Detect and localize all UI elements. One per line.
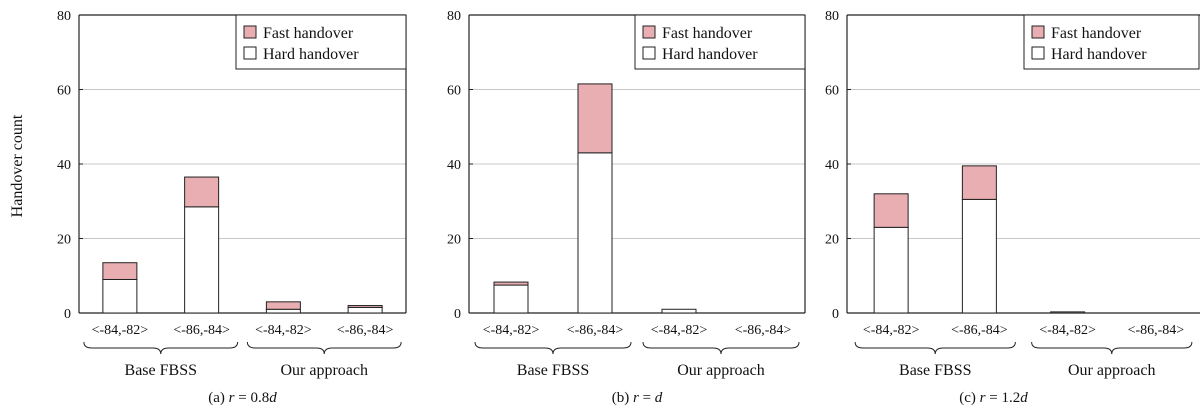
bar-hard-handover — [102, 278, 138, 314]
y-tick-label: 0 — [64, 307, 71, 322]
bar-fast-handover — [184, 176, 220, 208]
bar-hard-handover — [577, 152, 613, 314]
bar-fast-handover — [102, 262, 138, 280]
legend-entry: Hard handover — [662, 46, 758, 63]
y-tick-label: 60 — [447, 84, 461, 99]
x-tick-label: <-86,-84> — [1128, 323, 1185, 338]
group-label: Base FBSS — [517, 362, 589, 379]
y-tick-label: 0 — [832, 307, 839, 322]
x-tick-label: <-84,-82> — [255, 323, 312, 338]
bar-fast-handover — [961, 165, 997, 200]
y-tick-label: 40 — [447, 158, 461, 173]
legend-swatch-hard — [642, 46, 656, 60]
y-tick-label: 40 — [825, 158, 839, 173]
y-tick-label: 80 — [57, 9, 71, 24]
y-tick-label: 20 — [447, 233, 461, 248]
group-label: Base FBSS — [899, 362, 971, 379]
x-tick-label: <-86,-84> — [337, 323, 394, 338]
bar-fast-handover — [577, 83, 613, 154]
x-tick-label: <-86,-84> — [951, 323, 1008, 338]
y-tick-label: 60 — [57, 84, 71, 99]
legend-box — [634, 14, 806, 70]
chart-panel-1: 0 20 40 60 80 <-84,-82> <-86,-84> <-84,-82> <-86… — [57, 9, 407, 406]
y-tick-label: 60 — [825, 84, 839, 99]
legend-box — [235, 14, 407, 70]
x-tick-label: <-84,-82> — [92, 323, 149, 338]
x-tick-label: <-86,-84> — [567, 323, 624, 338]
legend-entry: Fast handover — [662, 25, 753, 42]
x-tick-label: <-84,-82> — [651, 323, 708, 338]
y-tick-label: 20 — [57, 233, 71, 248]
x-tick-label: <-84,-82> — [483, 323, 540, 338]
x-tick-label: <-84,-82> — [863, 323, 920, 338]
group-label: Our approach — [677, 362, 765, 379]
y-tick-label: 40 — [57, 158, 71, 173]
y-tick-label: 80 — [447, 9, 461, 24]
legend-swatch-fast — [1031, 25, 1045, 39]
bar-hard-handover — [347, 306, 383, 314]
x-tick-label: <-84,-82> — [1039, 323, 1096, 338]
group-brace — [1031, 341, 1193, 355]
y-tick-label: 80 — [825, 9, 839, 24]
y-tick-label: 0 — [454, 307, 461, 322]
bar-hard-handover — [873, 226, 909, 314]
bar-fast-handover — [265, 301, 301, 310]
legend-swatch-fast — [642, 25, 656, 39]
legend-swatch-hard — [1031, 46, 1045, 60]
chart-panel-3: 0 20 40 60 80 <-84,-82> <-86,-84> <-84,-82> <-86… — [825, 9, 1200, 406]
panel-caption: (a) r = 0.8d — [208, 390, 277, 406]
legend-swatch-fast — [243, 25, 257, 39]
group-label: Our approach — [1068, 362, 1156, 379]
y-tick-label: 20 — [825, 233, 839, 248]
bar-fast-handover — [347, 305, 383, 308]
bar-fast-handover — [493, 281, 529, 286]
panel-caption: (b) r = d — [612, 390, 663, 406]
group-label: Our approach — [280, 362, 368, 379]
bar-hard-handover — [493, 284, 529, 314]
group-brace — [474, 341, 632, 355]
x-tick-label: <-86,-84> — [735, 323, 792, 338]
group-brace — [83, 341, 239, 355]
legend-box — [1023, 14, 1200, 70]
bar-fast-handover — [873, 193, 909, 228]
group-brace — [854, 341, 1016, 355]
group-label: Base FBSS — [125, 362, 197, 379]
legend-entry: Fast handover — [263, 25, 354, 42]
chart-panels: 0 20 40 60 80 <-84,-82> <-86,-84> <-84,-82> <-86… — [57, 9, 1200, 406]
legend-entry: Hard handover — [263, 46, 359, 63]
legend-entry: Fast handover — [1051, 25, 1142, 42]
bar-hard-handover — [265, 308, 301, 314]
bar-hard-handover — [961, 198, 997, 314]
bar-hard-handover — [661, 308, 697, 314]
group-brace — [642, 341, 800, 355]
chart-panel-2: 0 20 40 60 80 <-84,-82> <-86,-84> <-84,-82> <-86… — [447, 9, 806, 406]
group-brace — [246, 341, 402, 355]
bar-hard-handover — [184, 206, 220, 314]
bar-hard-handover — [1050, 311, 1086, 314]
legend-swatch-hard — [243, 46, 257, 60]
legend-entry: Hard handover — [1051, 46, 1147, 63]
y-axis-label: Handover count — [9, 114, 26, 217]
panel-caption: (c) r = 1.2d — [959, 390, 1028, 406]
x-tick-label: <-86,-84> — [173, 323, 230, 338]
